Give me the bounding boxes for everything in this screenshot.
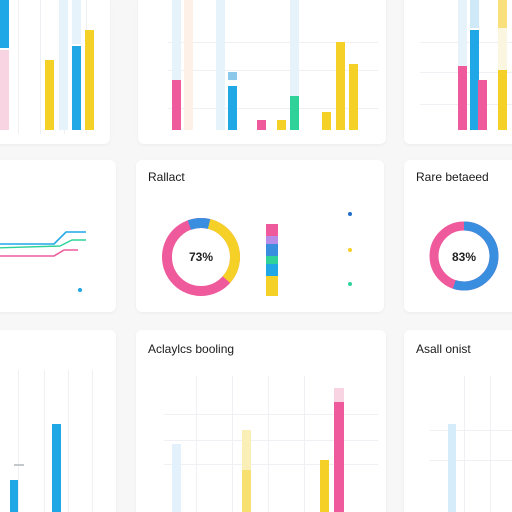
card-title: Rare betaeed <box>416 170 489 184</box>
bar <box>478 80 487 130</box>
bar <box>72 0 81 44</box>
series-line <box>0 239 86 249</box>
bar <box>228 72 237 80</box>
legend-color-stack <box>266 224 278 296</box>
legend-dot <box>348 248 352 252</box>
card-top-right <box>404 0 512 144</box>
bar <box>290 96 299 130</box>
donut-segment-blue <box>162 218 240 296</box>
bar <box>334 392 344 512</box>
donut-segment-blue <box>429 221 499 291</box>
bar <box>172 80 181 130</box>
bar <box>498 0 507 130</box>
bar <box>458 66 467 130</box>
legend-dot <box>78 288 82 292</box>
card-top-center <box>138 0 386 144</box>
card-top-left <box>0 0 110 144</box>
bar <box>470 30 479 130</box>
bar <box>0 50 9 130</box>
legend-dot <box>348 212 352 216</box>
bar <box>336 42 345 130</box>
bar <box>277 120 286 130</box>
bar <box>52 424 61 512</box>
bar <box>242 470 251 512</box>
series-line <box>0 231 86 245</box>
bar <box>184 0 193 130</box>
legend-dot <box>348 282 352 286</box>
bar <box>349 64 358 130</box>
bar <box>216 0 225 130</box>
bar <box>10 480 18 512</box>
bar <box>470 0 479 28</box>
bar <box>257 120 266 130</box>
series-line <box>0 249 78 257</box>
line-chart <box>0 231 86 257</box>
bar <box>320 460 329 512</box>
donut-value: 73% <box>188 250 214 264</box>
card-mid-left <box>0 160 116 312</box>
bar <box>72 46 81 130</box>
card-title: Rallact <box>148 170 185 184</box>
bar <box>448 424 456 512</box>
bar <box>59 0 68 130</box>
card-bottom-center: Aclaylcs booling <box>136 330 386 512</box>
bar <box>498 70 507 130</box>
bar <box>85 30 94 130</box>
bar <box>334 388 344 402</box>
card-mid-center: Rallact 73% <box>136 160 384 312</box>
bar <box>45 60 54 130</box>
donut-chart <box>162 218 240 296</box>
bar <box>290 0 299 130</box>
card-bottom-left <box>0 330 116 512</box>
bar <box>498 0 507 28</box>
donut-value: 83% <box>451 250 477 264</box>
bar <box>322 112 331 130</box>
bar <box>172 0 181 130</box>
donut-segment-yellow <box>162 218 240 296</box>
card-title: Aclaylcs booling <box>148 342 235 356</box>
bar <box>14 464 24 466</box>
bar <box>0 0 9 48</box>
card-bottom-right: Asall onist <box>404 330 512 512</box>
bar <box>172 444 181 512</box>
bar <box>228 86 237 130</box>
card-mid-right: Rare betaeed 83% <box>404 160 512 312</box>
bar <box>458 0 467 130</box>
card-title: Asall onist <box>416 342 471 356</box>
donut-chart <box>429 221 499 291</box>
